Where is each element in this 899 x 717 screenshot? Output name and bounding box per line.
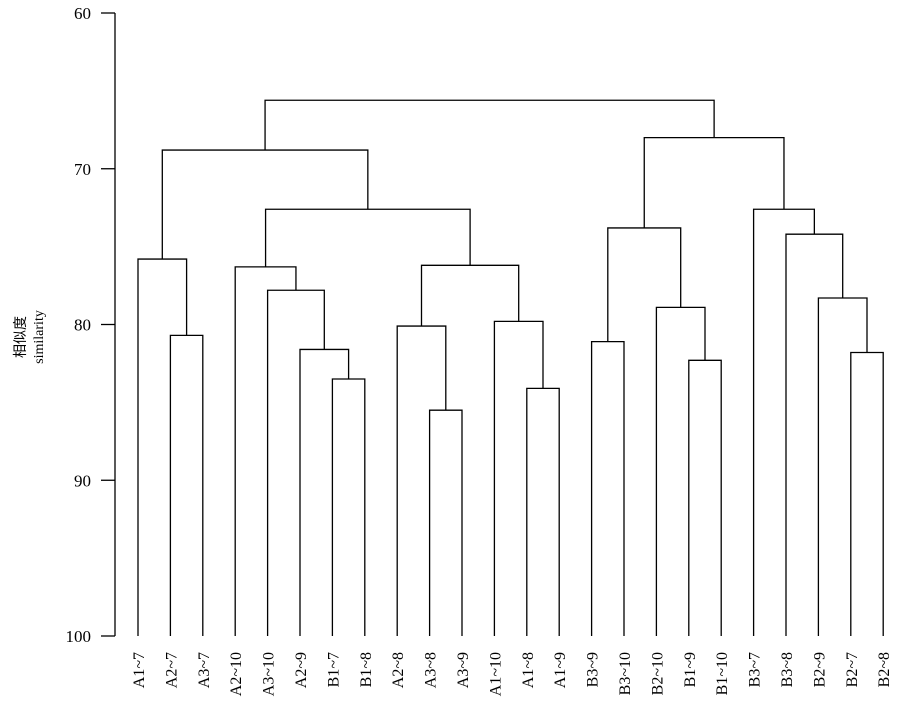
dendrogram-link bbox=[299, 348, 350, 636]
leaf-label: B2~7 bbox=[844, 652, 861, 687]
leaf-label: A2~10 bbox=[228, 652, 245, 696]
dendrogram-link bbox=[420, 264, 520, 327]
dendrogram-link bbox=[752, 208, 815, 636]
y-axis-label-en: similarity bbox=[32, 310, 47, 364]
leaf-label: A2~9 bbox=[293, 652, 310, 688]
leaf-labels: A1~7 A2~7 A3~7 A2~10 A3~10 A2~9 B1~7 B1~8 A2~8 A3… bbox=[131, 652, 893, 696]
dendrogram-link bbox=[428, 409, 463, 636]
dendrogram-link bbox=[266, 289, 325, 636]
leaf-label: B2~8 bbox=[876, 652, 893, 687]
y-tick-label: 80 bbox=[74, 316, 91, 335]
dendrogram-link bbox=[643, 136, 785, 228]
leaf-label: B2~9 bbox=[811, 652, 828, 687]
dendrogram-link bbox=[785, 233, 844, 636]
leaf-label: A3~8 bbox=[423, 652, 440, 688]
dendrogram-link bbox=[850, 351, 884, 636]
y-tick-label: 70 bbox=[74, 160, 91, 179]
leaf-label: B3~7 bbox=[747, 652, 764, 687]
dendrogram-link bbox=[264, 208, 471, 267]
dendrogram-link bbox=[590, 340, 625, 636]
dendrogram-link bbox=[137, 258, 188, 636]
dendrogram-link bbox=[169, 334, 204, 636]
y-axis-label: 相似度 bbox=[13, 316, 29, 358]
leaf-label: A1~8 bbox=[520, 652, 537, 688]
y-axis: 60 70 80 90 100 bbox=[66, 4, 116, 646]
dendrogram-link bbox=[331, 378, 366, 636]
leaf-label: A3~7 bbox=[196, 652, 213, 688]
y-tick-label: 90 bbox=[74, 471, 91, 490]
y-tick-label: 60 bbox=[74, 4, 91, 23]
leaf-label: A1~10 bbox=[487, 652, 504, 696]
dendrogram-link bbox=[817, 297, 868, 636]
leaf-label: A2~7 bbox=[163, 652, 180, 688]
leaf-label: B3~8 bbox=[779, 652, 796, 687]
dendrogram-link bbox=[264, 99, 715, 151]
dendrogram-link bbox=[396, 325, 447, 636]
dendrogram-link bbox=[607, 227, 682, 342]
dendrogram-link bbox=[493, 320, 544, 636]
dendrogram-link bbox=[655, 306, 706, 636]
leaf-label: B2~10 bbox=[649, 652, 666, 695]
leaf-label: B1~7 bbox=[325, 652, 342, 687]
dendrogram-links bbox=[137, 99, 884, 636]
leaf-label: B1~8 bbox=[358, 652, 375, 687]
leaf-label: A1~7 bbox=[131, 652, 148, 688]
leaf-label: B3~10 bbox=[617, 652, 634, 695]
leaf-label: A1~9 bbox=[552, 652, 569, 688]
dendrogram-link bbox=[526, 387, 560, 636]
leaf-label: B1~9 bbox=[682, 652, 699, 687]
leaf-label: B1~10 bbox=[714, 652, 731, 695]
dendrogram-link bbox=[688, 359, 722, 636]
dendrogram-link bbox=[234, 266, 297, 636]
leaf-label: B3~9 bbox=[585, 652, 602, 687]
y-axis-title: 相似度 similarity bbox=[13, 310, 47, 364]
leaf-label: A3~10 bbox=[261, 652, 278, 696]
leaf-label: A3~9 bbox=[455, 652, 472, 688]
y-tick-label: 100 bbox=[66, 627, 92, 646]
leaf-label: A2~8 bbox=[390, 652, 407, 688]
